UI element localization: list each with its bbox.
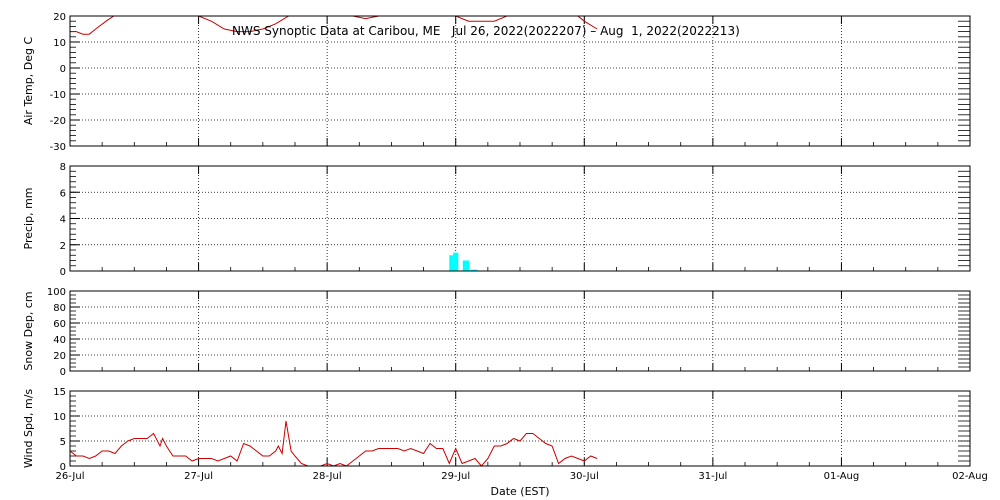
y-tick-label: 20 <box>53 351 66 362</box>
y-tick-label: 0 <box>60 267 66 278</box>
y-tick-label: 0 <box>60 462 66 473</box>
y-tick-label: 20 <box>53 12 66 23</box>
panel-frame <box>69 290 971 372</box>
panel-4: 15 10 5 0 Wind Spd, m/s 26-Jul 27-Jul 28-Jul 29-… <box>22 387 988 482</box>
y-tick-label: -30 <box>50 142 66 153</box>
y-tick-label: 8 <box>60 162 66 173</box>
y-axis-title: Wind Spd, m/s <box>22 389 35 469</box>
panel-frame <box>69 165 971 272</box>
x-tick-label: 27-Jul <box>184 471 213 482</box>
y-tick-label: 60 <box>53 319 66 330</box>
y-tick-label: 10 <box>53 38 66 49</box>
y-tick-label: -20 <box>50 116 66 127</box>
y-tick-label: 100 <box>47 287 66 298</box>
y-tick-label: 0 <box>60 64 66 75</box>
panel-3: 100 80 60 40 20 0 Snow Dep, cm <box>22 287 971 378</box>
y-tick-label: 15 <box>53 387 66 398</box>
precip-bar <box>462 260 470 271</box>
y-tick-label: 5 <box>60 437 66 448</box>
y-axis-title: Precip, mm <box>22 188 35 250</box>
y-tick-label: 0 <box>60 367 66 378</box>
panel-2: 8 6 4 2 0 Precip, mm <box>22 162 971 278</box>
x-tick-label: 31-Jul <box>698 471 727 482</box>
precip-bar <box>449 255 455 271</box>
series-line <box>70 420 598 466</box>
x-tick-label: 02-Aug <box>952 471 988 482</box>
panel-frame <box>69 15 971 147</box>
y-axis-title: Snow Dep, cm <box>22 291 35 370</box>
precip-bar <box>469 269 478 271</box>
y-tick-label: 10 <box>53 412 66 423</box>
y-axis-title: Air Temp, Deg C <box>22 37 35 126</box>
x-axis-title: Date (EST) <box>490 485 549 498</box>
panel-frame <box>69 390 971 467</box>
x-tick-label: 01-Aug <box>824 471 860 482</box>
y-tick-label: 4 <box>60 215 66 226</box>
y-tick-label: -10 <box>50 90 66 101</box>
x-tick-label: 28-Jul <box>313 471 342 482</box>
series-line <box>70 16 598 35</box>
precip-bar <box>453 252 459 271</box>
x-tick-label: 30-Jul <box>570 471 599 482</box>
x-tick-label: 29-Jul <box>441 471 470 482</box>
x-tick-label: 26-Jul <box>56 471 85 482</box>
panel-1: 20 10 0 -10 -20 -30 Air Temp, Deg C <box>22 12 971 153</box>
y-tick-label: 80 <box>53 303 66 314</box>
y-tick-label: 6 <box>60 188 66 199</box>
chart-title: NWS Synoptic Data at Caribou, ME Jul 26,… <box>232 24 740 38</box>
y-tick-label: 2 <box>60 241 66 252</box>
y-tick-label: 40 <box>53 335 66 346</box>
